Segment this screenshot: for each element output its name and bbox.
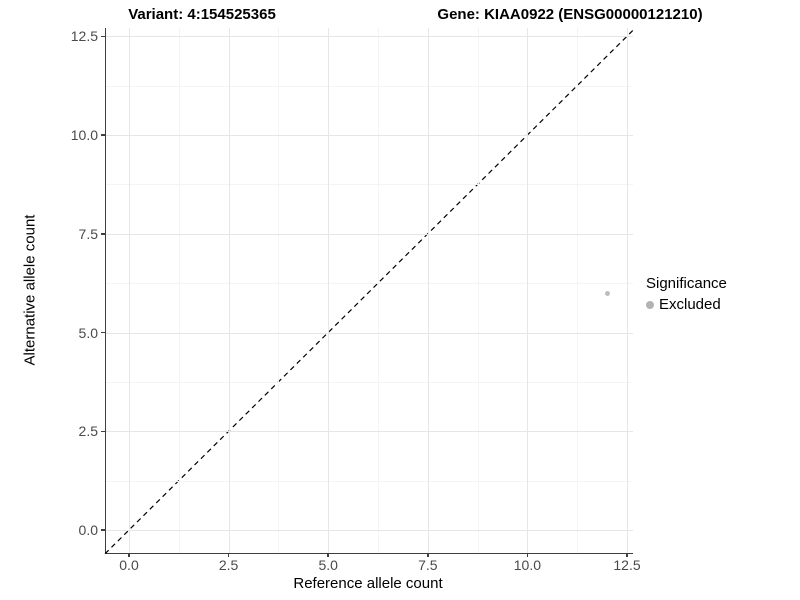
y-tick-mark (100, 430, 105, 432)
x-minor-gridline (278, 28, 280, 553)
plot-title-variant: Variant: 4:154525365 (128, 6, 276, 23)
y-major-gridline (106, 431, 633, 433)
legend-item-excluded: Excluded (646, 296, 727, 313)
plot-title-gene: Gene: KIAA0922 (ENSG00000121210) (437, 6, 703, 23)
y-tick-label: 2.5 (78, 423, 98, 440)
x-tick-label: 0.0 (119, 557, 139, 573)
legend: Significance Excluded (646, 275, 727, 313)
x-major-gridline (527, 28, 529, 553)
y-tick-label: 7.5 (78, 225, 98, 242)
y-tick-mark (100, 35, 105, 37)
x-major-gridline (627, 28, 628, 553)
y-major-gridline (106, 530, 633, 531)
x-minor-gridline (178, 28, 180, 553)
x-tick-mark (526, 553, 529, 557)
legend-title: Significance (646, 275, 727, 292)
legend-item-label: Excluded (659, 296, 721, 313)
identity-dashed-line (104, 27, 636, 555)
x-tick-label: 10.0 (513, 557, 542, 573)
x-tick-mark (327, 553, 329, 557)
legend-key-dot-icon (646, 300, 654, 309)
x-tick-mark (626, 553, 628, 557)
y-tick-mark (100, 331, 105, 334)
x-tick-label: 7.5 (418, 557, 438, 573)
y-tick-label: 5.0 (78, 324, 98, 341)
x-minor-gridline (477, 28, 479, 553)
y-minor-gridline (106, 381, 633, 383)
y-tick-label: 10.0 (70, 127, 98, 143)
y-tick-mark (100, 529, 105, 531)
y-minor-gridline (106, 85, 633, 87)
x-axis-title: Reference allele count (293, 575, 443, 592)
y-minor-gridline (106, 283, 633, 285)
x-tick-mark (227, 553, 230, 557)
y-tick-label: 0.0 (78, 522, 98, 538)
x-major-gridline (328, 28, 330, 553)
x-tick-label: 2.5 (218, 557, 239, 573)
x-major-gridline (129, 28, 130, 553)
x-minor-gridline (378, 28, 379, 553)
data-point (604, 290, 610, 296)
x-tick-label: 12.5 (613, 557, 641, 573)
y-tick-mark (100, 233, 105, 235)
y-minor-gridline (106, 480, 633, 482)
x-tick-label: 5.0 (318, 557, 338, 573)
y-tick-mark (100, 134, 105, 136)
y-tick-label: 12.5 (70, 28, 98, 45)
plot-panel: 0.0 2.5 5.0 7.5 10.0 12.5 0.0 2.5 5.0 7.5 10.0 12.5 (71, 27, 641, 573)
y-axis-title: Alternative allele count (21, 214, 39, 366)
x-tick-mark (427, 553, 429, 557)
y-major-gridline (106, 36, 633, 38)
y-major-gridline (106, 135, 633, 136)
y-minor-gridline (106, 184, 633, 186)
y-major-gridline (106, 233, 633, 235)
x-major-gridline (228, 28, 230, 553)
y-major-gridline (106, 332, 633, 334)
x-minor-gridline (577, 28, 579, 553)
x-major-gridline (427, 28, 429, 553)
x-tick-mark (128, 553, 130, 557)
